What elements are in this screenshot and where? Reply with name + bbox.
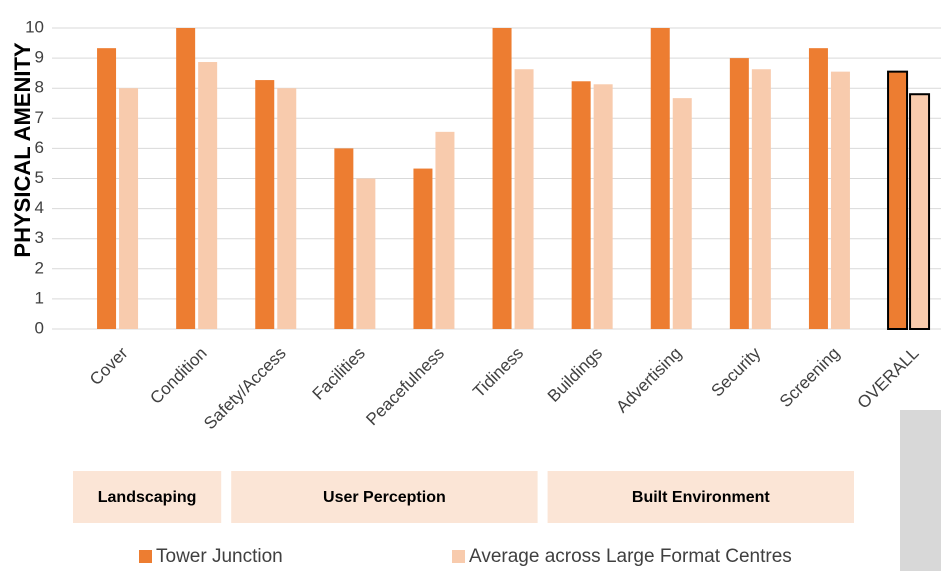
- x-tick-label: Cover: [86, 343, 132, 389]
- x-tick-label: Buildings: [544, 344, 606, 406]
- group-label: User Perception: [323, 489, 446, 506]
- bar: [571, 81, 591, 329]
- legend-swatch: [139, 550, 152, 563]
- y-tick-label: 5: [35, 168, 44, 187]
- bar: [255, 80, 275, 329]
- bar: [435, 131, 455, 329]
- bar: [97, 48, 117, 330]
- x-tick-label: Safety/Access: [200, 344, 290, 434]
- bar: [729, 58, 749, 329]
- bar: [909, 93, 931, 330]
- y-tick-label: 10: [25, 17, 44, 36]
- bar: [751, 69, 771, 329]
- x-tick-label: OVERALL: [854, 344, 923, 413]
- legend-label: Tower Junction: [156, 546, 283, 567]
- bar: [119, 88, 139, 329]
- bar: [887, 70, 909, 331]
- group-label: Built Environment: [632, 489, 770, 506]
- bar: [514, 69, 534, 329]
- bar: [413, 168, 433, 329]
- x-tick-label: Facilities: [309, 344, 369, 404]
- y-tick-label: 3: [35, 228, 44, 247]
- y-tick-label: 8: [35, 78, 44, 97]
- x-tick-label: Security: [707, 343, 764, 400]
- group-label: Landscaping: [98, 489, 197, 506]
- y-tick-label: 1: [35, 288, 44, 307]
- bar: [356, 178, 376, 329]
- legend-label: Average across Large Format Centres: [469, 546, 792, 567]
- x-tick-label: Advertising: [612, 344, 685, 417]
- y-tick-label: 6: [35, 138, 44, 157]
- x-tick-label: Peacefulness: [362, 344, 448, 430]
- y-tick-label: 4: [35, 198, 44, 217]
- y-tick-label: 0: [35, 318, 44, 337]
- bar: [334, 148, 354, 329]
- bar: [277, 88, 297, 329]
- x-tick-label: Tidiness: [469, 344, 527, 402]
- y-tick-label: 9: [35, 48, 44, 67]
- background-panel: [900, 410, 941, 571]
- legend-swatch: [452, 550, 465, 563]
- group-box: [231, 471, 538, 523]
- bar: [492, 28, 512, 329]
- group-box: [547, 471, 854, 523]
- x-tick-label: Screening: [776, 344, 844, 412]
- bar: [176, 28, 196, 329]
- bar: [808, 48, 828, 330]
- y-tick-label: 7: [35, 108, 44, 127]
- y-axis-label: PHYSICAL AMENITY: [10, 42, 35, 257]
- group-box: [73, 471, 222, 523]
- x-tick-label: Condition: [146, 344, 210, 408]
- y-tick-label: 2: [35, 258, 44, 277]
- bar: [650, 28, 670, 329]
- bar: [830, 71, 850, 330]
- bar: [593, 84, 613, 329]
- bar: [672, 98, 692, 330]
- bar: [198, 62, 218, 329]
